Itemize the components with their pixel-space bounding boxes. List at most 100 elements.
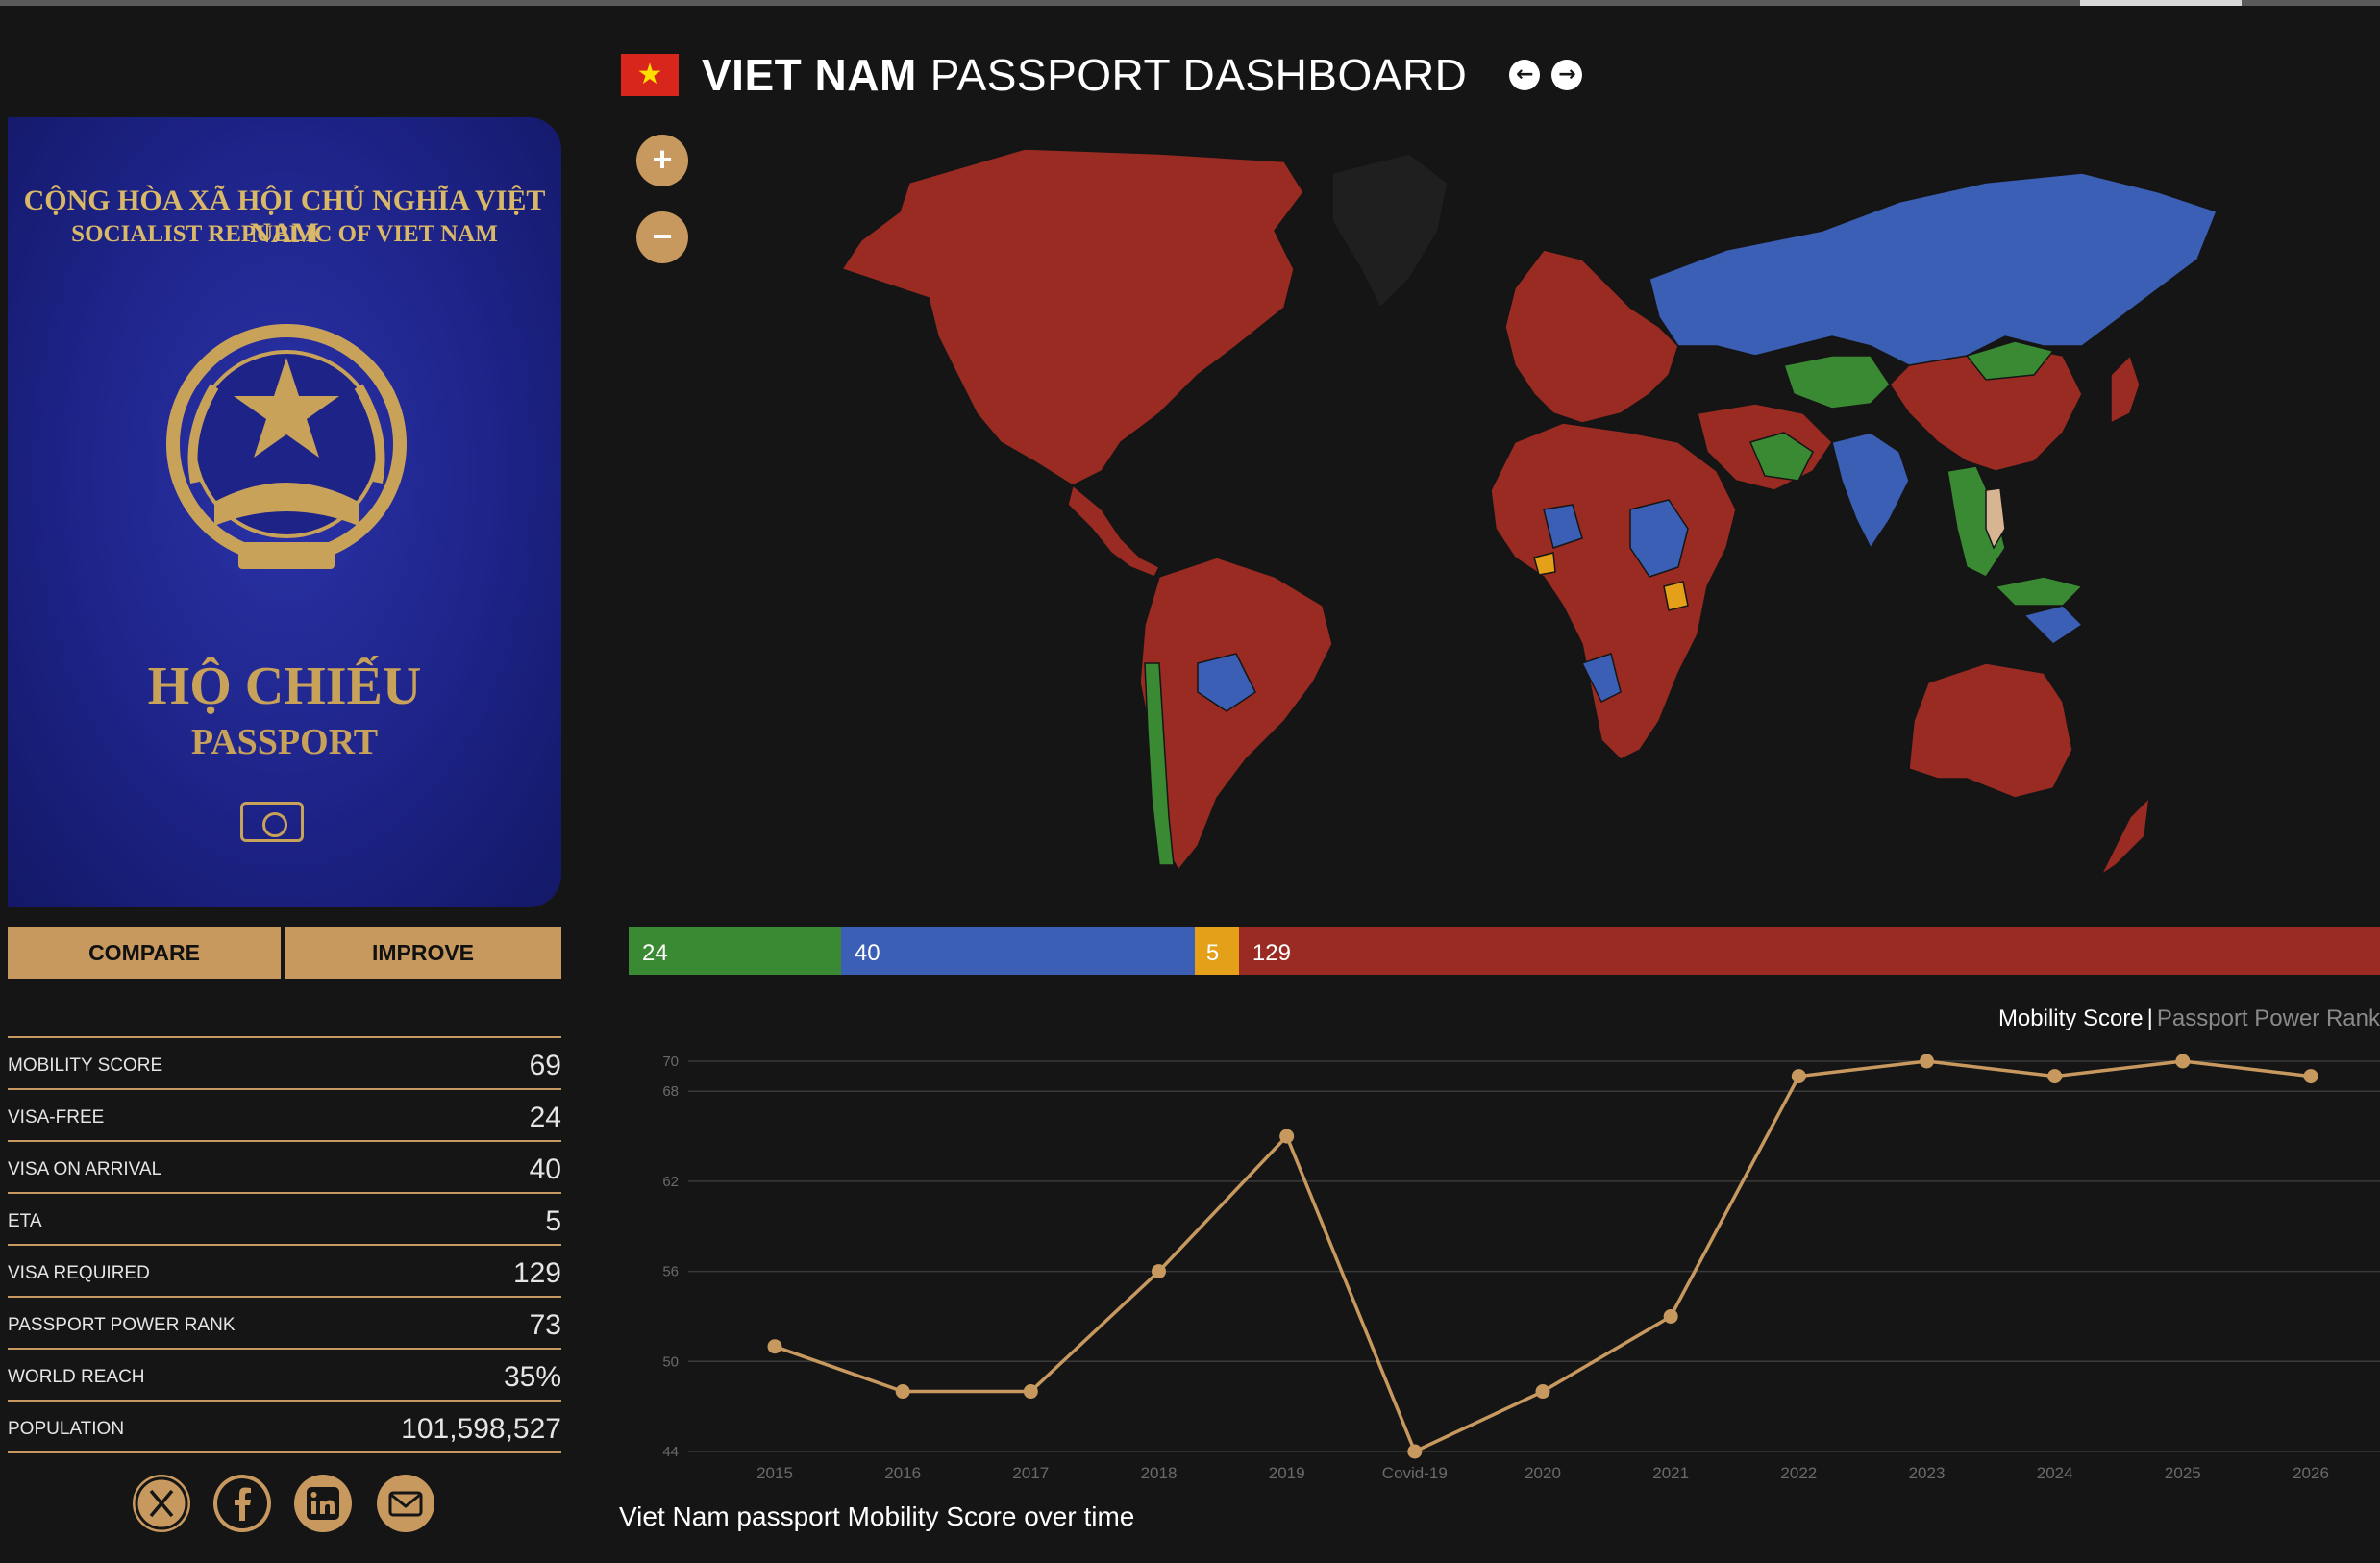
stat-label: POPULATION: [8, 1419, 125, 1439]
new-zealand[interactable]: [2099, 795, 2151, 878]
stat-passport-power-rank: PASSPORT POWER RANK 73: [8, 1298, 561, 1350]
central-america[interactable]: [1067, 484, 1161, 578]
x-tick-label: 2018: [1141, 1464, 1178, 1482]
africa[interactable]: [1490, 422, 1737, 760]
mongolia[interactable]: [1965, 340, 2055, 381]
papua[interactable]: [2022, 605, 2084, 645]
iran[interactable]: [1748, 432, 1814, 482]
indonesia[interactable]: [1994, 576, 2084, 607]
data-point: [1663, 1308, 1678, 1324]
bolivia[interactable]: [1197, 653, 1256, 712]
share-linkedin-button[interactable]: [294, 1475, 352, 1532]
stats-table: MOBILITY SCORE 69 VISA-FREE 24 VISA ON ARR…: [8, 1036, 561, 1453]
stat-value: 40: [529, 1154, 561, 1185]
vietnam-flag-icon: ★: [621, 54, 679, 96]
europe[interactable]: [1504, 249, 1679, 424]
mobility-score-chart: 44 50 56 62 68 70 2015 2016 2017 2018 2019 Covid-19…: [662, 1054, 2380, 1482]
national-emblem-icon: [166, 324, 407, 569]
tab-passport-power-rank[interactable]: Passport Power Rank: [2156, 1005, 2380, 1031]
share-facebook-button[interactable]: [213, 1475, 271, 1532]
tab-mobility-score[interactable]: Mobility Score: [1997, 1005, 2144, 1031]
southeast-asia[interactable]: [1946, 465, 2006, 578]
mail-icon: [388, 1491, 423, 1517]
x-tick-label: 2026: [2293, 1464, 2329, 1482]
prev-country-button[interactable]: ←: [1509, 60, 1541, 90]
stat-value: 24: [529, 1102, 561, 1133]
stat-label: VISA-FREE: [8, 1107, 105, 1128]
stat-value: 69: [529, 1050, 561, 1081]
chart-caption: Viet Nam passport Mobility Score over ti…: [619, 1501, 1135, 1531]
share-x-button[interactable]: [133, 1475, 190, 1532]
eta-country-kenya[interactable]: [1663, 581, 1689, 611]
home-country-vietnam[interactable]: [1985, 487, 2006, 550]
segment-eta[interactable]: 5: [1194, 927, 1239, 975]
next-country-button[interactable]: →: [1551, 60, 1583, 90]
data-point: [2175, 1054, 2191, 1069]
compare-button[interactable]: COMPARE: [8, 927, 281, 979]
x-tick-label: 2024: [2037, 1464, 2073, 1482]
y-tick-label: 50: [662, 1353, 679, 1370]
data-point: [1023, 1384, 1038, 1400]
stat-value: 101,598,527: [401, 1413, 561, 1445]
biometric-chip-icon: [240, 802, 304, 842]
segment-visa-on-arrival[interactable]: 40: [840, 927, 1195, 975]
australia[interactable]: [1908, 662, 2073, 799]
japan[interactable]: [2110, 354, 2141, 425]
y-tick-label: 62: [662, 1174, 679, 1190]
russia[interactable]: [1649, 172, 2218, 366]
world-map[interactable]: [621, 125, 2380, 894]
stat-label: WORLD REACH: [8, 1367, 145, 1387]
top-nav-strip: [0, 0, 2380, 6]
page-title-country: VIET NAM: [702, 50, 917, 100]
india[interactable]: [1831, 432, 1910, 550]
stat-label: VISA REQUIRED: [8, 1263, 150, 1283]
data-point: [1152, 1264, 1166, 1279]
x-tick-label: 2016: [884, 1464, 921, 1482]
east-africa-region[interactable]: [1629, 499, 1689, 578]
page-title: VIET NAM PASSPORT DASHBOARD: [702, 49, 1467, 101]
chile[interactable]: [1144, 662, 1175, 866]
chart-toggle: Mobility Score | Passport Power Rank: [1998, 1005, 2380, 1032]
segment-visa-free[interactable]: 24: [629, 927, 841, 975]
zoom-in-button[interactable]: +: [636, 135, 688, 186]
stat-value: 35%: [503, 1361, 561, 1393]
x-tick-label: 2021: [1652, 1464, 1689, 1482]
stat-label: MOBILITY SCORE: [8, 1055, 163, 1076]
cover-passport-vietnamese: HỘ CHIẾU: [147, 657, 422, 716]
central-asia[interactable]: [1783, 355, 1891, 409]
x-tick-label: 2020: [1525, 1464, 1561, 1482]
greenland[interactable]: [1331, 153, 1449, 310]
y-tick-label: 56: [662, 1264, 679, 1280]
data-point: [2303, 1069, 2318, 1084]
stat-value: 5: [545, 1205, 561, 1237]
southern-africa-region[interactable]: [1580, 653, 1622, 704]
stat-label: ETA: [8, 1211, 42, 1231]
west-africa-region[interactable]: [1543, 504, 1583, 549]
data-point: [1279, 1129, 1295, 1144]
eta-country-west-africa[interactable]: [1533, 552, 1556, 576]
x-tick-label: 2015: [756, 1464, 793, 1482]
visa-breakdown-bar: 24 40 5 129: [629, 927, 2380, 975]
improve-button[interactable]: IMPROVE: [285, 927, 561, 979]
zoom-out-button[interactable]: −: [636, 211, 688, 263]
x-tick-label: 2023: [1909, 1464, 1946, 1482]
stat-value: 129: [512, 1257, 561, 1289]
share-email-button[interactable]: [377, 1475, 434, 1532]
data-point: [767, 1339, 782, 1354]
x-icon: [135, 1476, 188, 1530]
toggle-separator: |: [2146, 1005, 2153, 1031]
y-tick-label: 68: [662, 1083, 679, 1100]
arrow-right-icon: →: [1558, 62, 1576, 87]
north-america[interactable]: [840, 148, 1304, 486]
plus-icon: +: [652, 139, 673, 179]
cover-passport-english: PASSPORT: [190, 722, 379, 762]
stat-eta: ETA 5: [8, 1194, 561, 1246]
data-point: [1791, 1069, 1806, 1084]
x-tick-label: 2022: [1780, 1464, 1817, 1482]
stat-visa-free: VISA-FREE 24: [8, 1090, 561, 1142]
top-nav-active-indicator: [2080, 0, 2242, 6]
stat-mobility-score: MOBILITY SCORE 69: [8, 1038, 561, 1090]
data-point: [2047, 1069, 2063, 1084]
segment-visa-required[interactable]: 129: [1238, 927, 2380, 975]
minus-icon: −: [652, 216, 673, 256]
